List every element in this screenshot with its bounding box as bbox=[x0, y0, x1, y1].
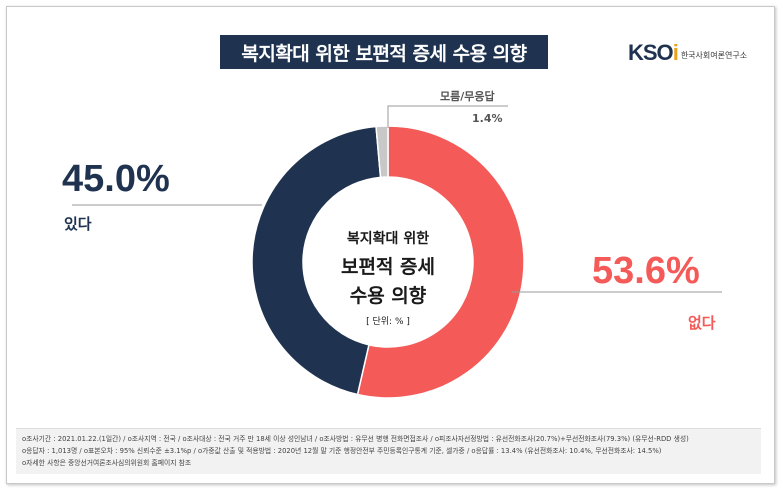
center-line-1: 복지확대 위한 bbox=[346, 231, 430, 247]
logo-mark: KSOi bbox=[628, 40, 679, 65]
category-label-unknown: 모름/무응답 bbox=[440, 90, 495, 103]
value-label-no: 53.6% bbox=[592, 250, 700, 292]
category-label-yes: 있다 bbox=[64, 215, 92, 233]
value-label-unknown: 1.4% bbox=[472, 112, 503, 125]
donut-slice-no bbox=[356, 125, 525, 399]
center-line-2: 보편적 증세 bbox=[340, 256, 435, 278]
ksoi-logo: KSOi 한국사회여론연구소 bbox=[628, 40, 747, 66]
unit-label: [ 단위: % ] bbox=[366, 317, 410, 327]
donut-slice-unknown bbox=[375, 125, 389, 179]
footnote-line-1: ο조사기간 : 2021.01.22.(1일간) / ο조사지역 : 전국 / … bbox=[22, 435, 689, 443]
footnote-line-3: ο자세한 사항은 중앙선거여론조사심의위원회 홈페이지 참조 bbox=[22, 459, 192, 467]
donut-center-text: 복지확대 위한 보편적 증세 수용 의향 [ 단위: % ] bbox=[328, 228, 448, 327]
category-label-no: 없다 bbox=[688, 314, 716, 332]
chart-frame bbox=[6, 6, 775, 484]
donut-slice-yes bbox=[251, 125, 382, 396]
value-label-yes: 45.0% bbox=[62, 158, 170, 200]
footnote-line-2: ο응답자 : 1,013명 / ο표본오차 : 95% 신뢰수준 ±3.1%p … bbox=[22, 447, 662, 455]
center-line-3: 수용 의향 bbox=[349, 285, 427, 307]
survey-footnote: ο조사기간 : 2021.01.22.(1일간) / ο조사지역 : 전국 / … bbox=[16, 428, 761, 474]
leader-line-unknown bbox=[387, 105, 508, 128]
logo-org: 한국사회여론연구소 bbox=[680, 51, 748, 60]
chart-title: 복지확대 위한 보편적 증세 수용 의향 bbox=[220, 35, 548, 69]
donut-slices bbox=[251, 125, 525, 399]
